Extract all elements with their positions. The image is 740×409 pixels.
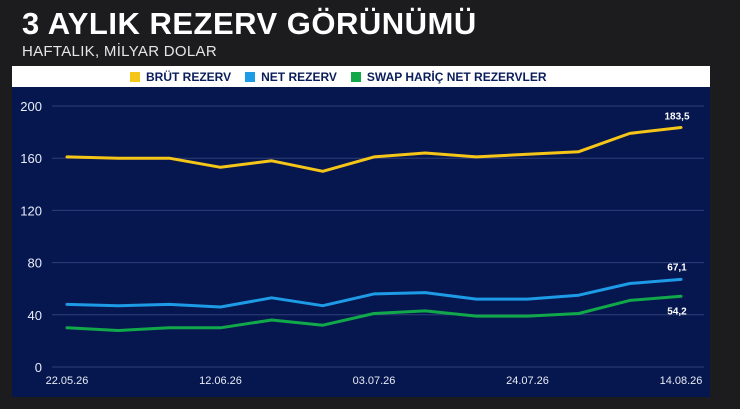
line-chart: 0 40 80 120 160 200 22.05.26 12.06.26 03.07.26 24… [20,99,704,387]
series-line-1 [65,277,683,309]
legend-item-brut-rezerv: BRÜT REZERV [130,70,231,84]
y-tick-label-200: 200 [20,99,42,114]
legend-item-net-rezerv: NET REZERV [245,70,337,84]
end-label-swap-haric: 54,2 [667,306,687,317]
legend-swatch-swap-haric [350,71,361,82]
chart-subtitle: HAFTALIK, MİLYAR DOLAR [22,43,217,60]
legend-swatch-net-rezerv [245,71,256,82]
end-label-brut-rezerv: 183,5 [664,112,689,123]
x-tick-label-12.06.26: 12.06.26 [199,375,242,387]
y-tick-label-0: 0 [35,360,42,375]
y-tick-label-40: 40 [28,308,42,323]
x-tick-label-24.07.26: 24.07.26 [506,375,549,387]
y-tick-label-120: 120 [20,203,42,218]
end-label-net-rezerv: 67,1 [667,262,687,273]
y-tick-label-160: 160 [20,151,42,166]
series-line-2 [65,294,683,332]
x-tick-label-22.05.26: 22.05.26 [46,375,89,387]
legend-label-swap-haric: SWAP HARİÇ NET REZERVLER [366,69,547,84]
legend-bar: BRÜT REZERV NET REZERV SWAP HARİÇ NET RE… [12,66,710,87]
legend-swatch-brut-rezerv [130,71,140,82]
legend: BRÜT REZERV NET REZERV SWAP HARİÇ NET RE… [130,66,547,87]
legend-item-swap-haric: SWAP HARİÇ NET REZERVLER [350,69,547,84]
x-tick-label-14.08.26: 14.08.26 [660,375,703,387]
chart-title: 3 AYLIK REZERV GÖRÜNÜMÜ [22,6,477,41]
plot-area: 0 40 80 120 160 200 22.05.26 12.06.26 03.07.26 24… [12,87,710,397]
legend-label-net-rezerv: NET REZERV [261,69,337,84]
y-tick-label-80: 80 [28,256,42,271]
legend-label-brut-rezerv: BRÜT REZERV [146,69,232,84]
x-tick-label-03.07.26: 03.07.26 [353,375,396,387]
series-line-0 [65,126,683,173]
